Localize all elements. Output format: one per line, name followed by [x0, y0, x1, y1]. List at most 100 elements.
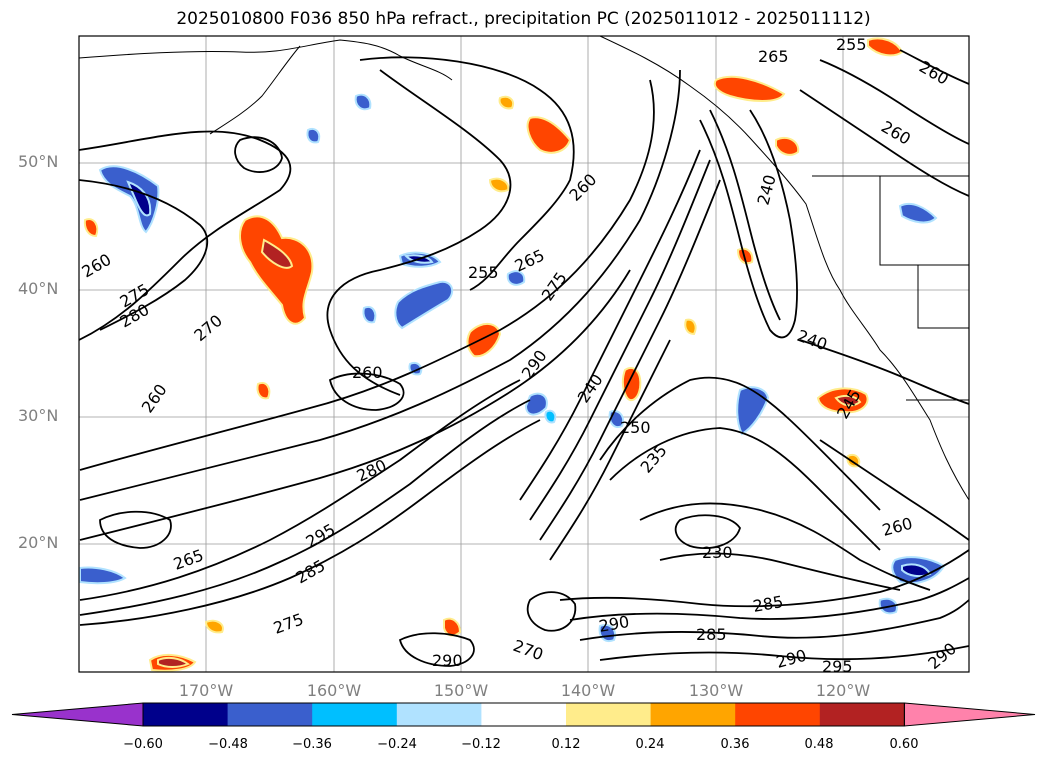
contour-label: 240	[754, 173, 780, 207]
contour-label: 235	[637, 441, 671, 477]
lon-label-140w: 140°W	[560, 681, 616, 700]
contour-label: 260	[880, 514, 914, 540]
precip-patch	[898, 202, 938, 224]
lat-label-20n: 20°N	[18, 533, 59, 552]
contour-line	[699, 109, 798, 339]
contour-line	[819, 439, 969, 541]
precip-patch	[204, 619, 224, 634]
colorbar-tick-label: −0.12	[461, 737, 501, 752]
colorbar	[11, 702, 1036, 727]
contour-label: 275	[538, 268, 571, 304]
colorbar-segment	[312, 703, 398, 726]
precip-patch	[443, 617, 462, 637]
north-america-coast	[599, 36, 969, 501]
colorbar-tick-label: −0.24	[377, 737, 417, 752]
contour-line	[79, 130, 292, 341]
contour-line	[99, 510, 172, 549]
precip-patch	[83, 218, 99, 238]
contour-line	[79, 179, 209, 331]
contour-line	[398, 632, 475, 667]
precip-patch	[775, 136, 800, 156]
contour-line	[559, 549, 969, 608]
contour-line	[674, 514, 741, 550]
contour-line	[526, 591, 577, 632]
contour-line	[549, 339, 671, 561]
contour-label: 260	[138, 380, 171, 416]
precip-patch	[256, 382, 271, 400]
contour-line	[328, 372, 405, 411]
contour-line	[79, 79, 655, 471]
contour-line	[519, 149, 701, 501]
contour-label: 265	[512, 245, 548, 275]
colorbar-tick-label: 0.60	[889, 737, 919, 752]
lon-label-130w: 130°W	[688, 681, 744, 700]
inland-border	[917, 265, 969, 329]
contour-label: 285	[293, 556, 329, 588]
contour-line	[659, 552, 901, 591]
precip-patch	[157, 656, 191, 668]
precip-patch	[526, 116, 572, 154]
precip-patch	[394, 280, 454, 330]
refractivity-contours	[79, 49, 969, 667]
contour-label: 255	[836, 35, 867, 54]
precip-patch	[524, 392, 548, 416]
precip-patch	[621, 367, 642, 402]
contour-line	[326, 69, 512, 396]
precip-patch	[466, 323, 502, 358]
contour-label: 290	[774, 646, 808, 672]
contour-label: 260	[79, 250, 115, 282]
contour-line	[639, 502, 931, 591]
precip-patch	[260, 238, 294, 269]
contour-label: 295	[303, 520, 339, 552]
alaska-coast	[79, 39, 453, 81]
colorbar-outline	[142, 702, 905, 727]
precip-patch	[736, 247, 754, 265]
precip-patch	[362, 306, 377, 324]
contour-label: 290	[432, 651, 463, 670]
contour-label: 240	[795, 326, 830, 354]
contour-label: 230	[702, 543, 733, 562]
contour-label: 290	[597, 612, 630, 636]
precip-patch	[834, 394, 862, 407]
contour-label: 265	[758, 47, 789, 66]
colorbar-extend-min	[11, 702, 144, 727]
colorbar-segment	[566, 703, 652, 726]
precip-patch	[79, 566, 127, 585]
contour-line	[79, 379, 521, 601]
contour-label: 255	[468, 263, 499, 282]
contour-line	[79, 419, 541, 626]
lat-label-30n: 30°N	[18, 406, 59, 425]
contour-line	[599, 645, 969, 661]
contour-label: 280	[354, 455, 390, 485]
contour-line	[799, 339, 969, 405]
precip-patch	[354, 93, 372, 111]
contour-line	[359, 56, 575, 291]
colorbar-segment	[735, 703, 821, 726]
lon-label-120w: 120°W	[815, 681, 871, 700]
contour-label: 270	[511, 636, 546, 664]
colorbar-tick-label: 0.12	[551, 737, 581, 752]
lat-label-50n: 50°N	[18, 152, 59, 171]
lon-label-150w: 150°W	[433, 681, 489, 700]
coastlines	[79, 36, 969, 501]
precip-patch	[238, 215, 314, 325]
contour-line	[799, 89, 969, 197]
precip-patch	[488, 177, 510, 193]
contour-label: 270	[190, 311, 226, 345]
contour-line	[609, 427, 881, 551]
contour-label: 295	[822, 657, 853, 676]
precip-patch	[506, 270, 526, 286]
alaska-peninsula	[209, 45, 301, 135]
colorbar-tick-label: 0.36	[720, 737, 750, 752]
precip-patch	[713, 75, 786, 102]
contour-line	[79, 269, 631, 541]
contour-line	[79, 69, 681, 501]
precip-patch	[736, 386, 770, 436]
contour-label: 275	[271, 609, 306, 637]
lon-label-160w: 160°W	[306, 681, 362, 700]
contour-line	[579, 599, 969, 641]
contour-line	[599, 376, 881, 511]
contour-line	[709, 109, 781, 321]
colorbar-tick-label: 0.48	[804, 737, 834, 752]
